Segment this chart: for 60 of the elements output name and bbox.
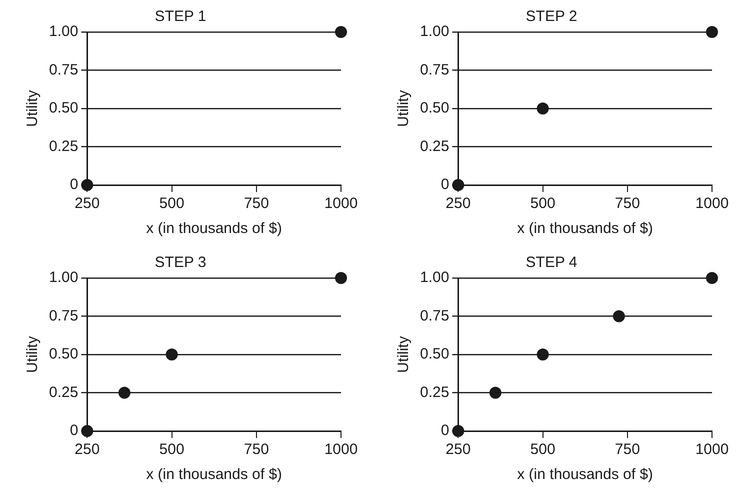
x-tick-label: 500 — [530, 195, 556, 212]
x-tick-label: 500 — [159, 441, 184, 458]
x-tick-label: 500 — [159, 195, 184, 212]
x-tick-label: 1000 — [324, 195, 358, 212]
point — [452, 179, 464, 191]
y-tick-label: 0.25 — [420, 138, 450, 155]
y-tick-label: 1.00 — [420, 23, 450, 40]
point — [489, 386, 502, 399]
y-tick-label: 0 — [70, 422, 78, 440]
y-tick-label: 0 — [70, 176, 78, 194]
y-tick-label: 0.25 — [48, 138, 78, 155]
point — [706, 272, 718, 284]
y-axis-title: Utility — [395, 336, 412, 373]
y-tick-label: 0.50 — [48, 346, 78, 363]
y-tick-label: 0.75 — [420, 61, 450, 78]
y-tick-label: 1.00 — [48, 269, 78, 286]
x-axis-title: x (in thousands of $) — [517, 220, 654, 238]
y-tick-label: 1.00 — [420, 269, 450, 286]
point — [81, 425, 94, 437]
y-tick-label: 0.75 — [48, 61, 78, 78]
x-tick-label: 750 — [244, 195, 269, 212]
point — [706, 26, 718, 38]
x-axis-title: x (in thousands of $) — [146, 466, 282, 484]
chart-title: STEP 1 — [154, 8, 206, 26]
x-tick-label: 750 — [614, 195, 640, 212]
y-tick-label: 1.00 — [48, 23, 78, 40]
point — [452, 425, 464, 437]
point — [118, 386, 130, 399]
x-tick-label: 1000 — [324, 441, 358, 458]
x-axis-title: x (in thousands of $) — [146, 220, 282, 238]
y-tick-label: 0.25 — [420, 384, 450, 401]
x-tick-label: 250 — [74, 195, 100, 212]
y-axis-title: Utility — [395, 90, 412, 127]
y-tick-label: 0.25 — [48, 384, 78, 401]
y-axis-title: Utility — [24, 90, 42, 127]
point — [536, 348, 549, 360]
y-tick-label: 0 — [440, 176, 450, 194]
y-axis-title: Utility — [24, 336, 42, 373]
y-tick-label: 0.75 — [48, 307, 78, 324]
chart-title: STEP 4 — [526, 254, 578, 272]
y-tick-label: 0.50 — [48, 100, 78, 117]
chart-title: STEP 2 — [526, 8, 578, 26]
x-tick-label: 500 — [530, 441, 556, 458]
x-tick-label: 750 — [244, 441, 269, 458]
point — [335, 272, 347, 284]
chart-title: STEP 3 — [154, 254, 206, 272]
x-tick-label: 250 — [74, 441, 100, 458]
y-tick-label: 0.75 — [420, 307, 450, 324]
y-tick-label: 0.50 — [420, 100, 450, 117]
y-tick-label: 0.50 — [420, 346, 450, 363]
point — [612, 310, 625, 322]
x-tick-label: 1000 — [695, 441, 729, 458]
x-axis-title: x (in thousands of $) — [517, 466, 654, 484]
point — [166, 348, 178, 360]
x-tick-label: 750 — [614, 441, 640, 458]
x-tick-label: 1000 — [695, 195, 729, 212]
y-tick-label: 0 — [440, 422, 450, 440]
point — [536, 102, 549, 114]
x-tick-label: 250 — [446, 195, 471, 212]
x-tick-label: 250 — [446, 441, 471, 458]
